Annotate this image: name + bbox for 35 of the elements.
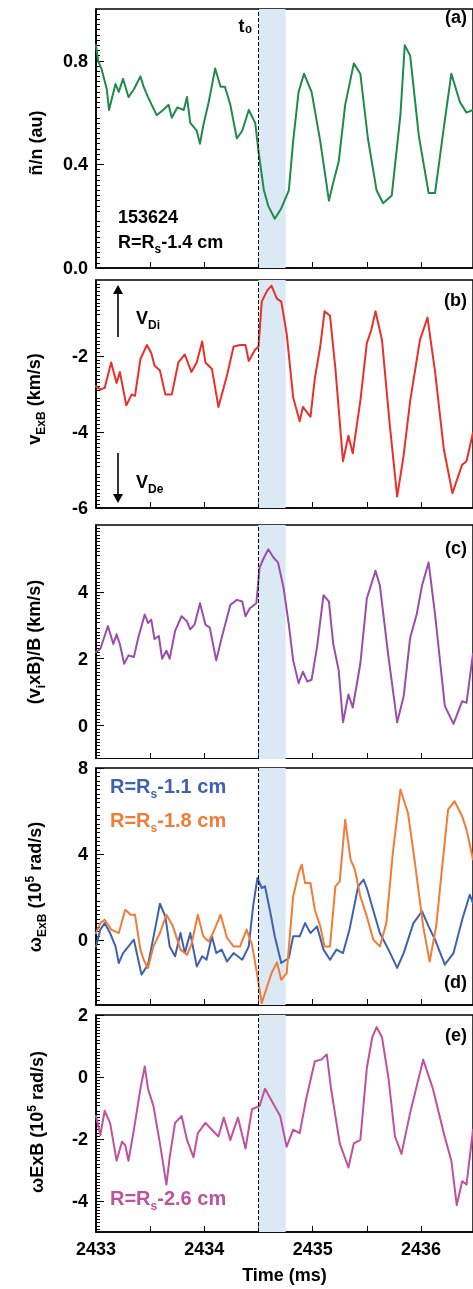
x-tick-label: 2436 <box>400 1239 442 1259</box>
annotation: R=R$_{s}$-1.4 cm <box>118 232 224 256</box>
y-tick-label: 2 <box>77 1005 88 1025</box>
annotation: 153624 <box>118 207 179 227</box>
x-tick-label: 2433 <box>75 1239 117 1259</box>
y-tick-label: -6 <box>71 498 88 518</box>
y-tick-label: 0.4 <box>62 154 88 175</box>
text: R=R$_{s}$-1.1 cm <box>110 775 227 801</box>
annotation: (e) <box>445 1025 467 1045</box>
y-tick-label: -4 <box>71 422 88 442</box>
x-tick-label: 2435 <box>292 1239 333 1259</box>
annotation: (b) <box>444 290 467 310</box>
text: R=R$_{s}$-1.8 cm <box>110 809 227 835</box>
annotation: (a) <box>445 7 467 27</box>
y-tick-label: 0 <box>77 715 88 736</box>
annotation: V$_{Di}$ <box>136 308 161 332</box>
y-tick-label: 0.0 <box>62 258 88 278</box>
series-label: R=R$_{s}$-2.6 cm <box>110 1187 227 1213</box>
annotation: (c) <box>445 538 467 558</box>
y-tick-label: -2 <box>71 346 88 366</box>
y-tick-label: 2 <box>77 648 88 669</box>
x-axis-title: Time (ms) <box>242 1265 327 1285</box>
y-tick-label: 0 <box>77 1067 88 1087</box>
y-tick-label: 8 <box>77 758 88 778</box>
annotation: (d) <box>444 972 467 992</box>
y-tick-label: -4 <box>71 1191 88 1211</box>
y-tick-label: 0 <box>77 930 88 951</box>
y-tick-label: -2 <box>71 1129 88 1149</box>
y-axis-title: ñ/n (au) <box>26 110 46 175</box>
ref-line-label: t₀ <box>238 16 253 36</box>
annotation: V$_{De}$ <box>136 472 164 496</box>
y-tick-label: 4 <box>77 844 88 865</box>
y-tick-label: 4 <box>77 581 88 602</box>
x-tick-label: 2434 <box>184 1239 225 1259</box>
y-tick-label: 0.8 <box>62 50 88 71</box>
